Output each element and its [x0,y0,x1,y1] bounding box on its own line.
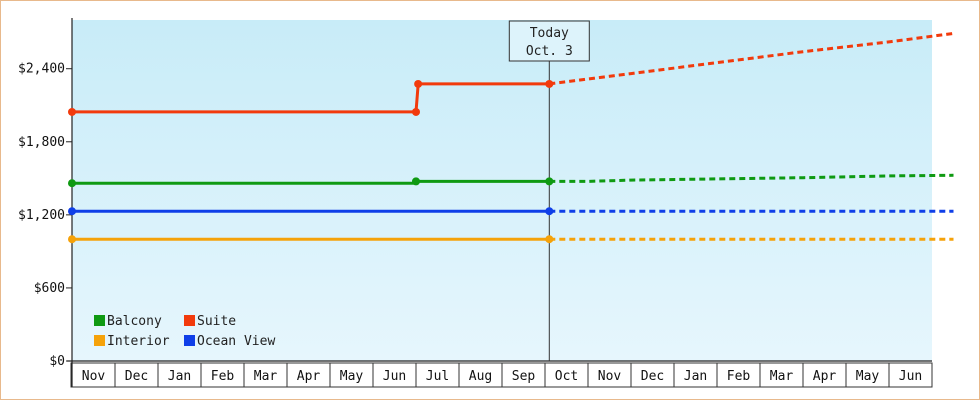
legend-swatch-interior [94,335,105,346]
legend-label-interior: Interior [107,334,170,349]
x-tick-label-apr: Apr [813,369,837,384]
series-balcony-point [545,177,554,186]
today-date: Oct. 3 [526,44,573,59]
x-tick-label-jul: Jul [426,369,449,384]
x-tick-label-may: May [856,369,880,384]
legend-swatch-ocean-view [184,335,195,346]
legend-swatch-suite [184,315,195,326]
legend-label-balcony: Balcony [107,314,162,329]
x-tick-label-jan: Jan [168,369,191,384]
legend-swatch-balcony [94,315,105,326]
series-interior-point [545,235,554,244]
series-suite-forecast-line [549,31,954,86]
x-tick-label-jun: Jun [383,369,406,384]
x-tick-label-jun: Jun [899,369,922,384]
series-suite-line [72,82,550,114]
y-tick-label-0: $0 [49,354,65,369]
x-tick-label-mar: Mar [770,369,794,384]
x-tick-label-nov: Nov [598,369,622,384]
series-balcony-point [412,177,420,186]
series-suite-point [412,107,420,116]
x-tick-label-nov: Nov [82,369,106,384]
today-label: Today [530,26,569,41]
legend-label-suite: Suite [197,314,236,329]
today-box [508,20,590,62]
x-tick-label-apr: Apr [297,369,321,384]
series-suite-point [545,79,554,88]
x-tick-label-feb: Feb [211,369,235,384]
y-tick-label-2-400: $2,400 [18,62,65,77]
y-tick-label-1-200: $1,200 [18,208,65,223]
x-tick-label-oct: Oct [555,369,578,384]
x-tick-label-mar: Mar [254,369,278,384]
x-tick-label-aug: Aug [469,369,492,384]
y-tick-label-1-800: $1,800 [18,135,65,150]
plot-background [72,20,932,361]
x-tick-label-may: May [340,369,364,384]
x-tick-label-dec: Dec [125,369,148,384]
x-tick-label-dec: Dec [641,369,664,384]
series-ocean-view-point [545,207,554,216]
series-suite-point [414,79,423,88]
x-tick-label-jan: Jan [684,369,707,384]
y-tick-label-600: $600 [34,281,65,296]
series-interior-point [68,235,76,244]
series-suite-point [68,107,76,116]
series-balcony-point [68,179,76,188]
x-tick-label-sep: Sep [512,369,536,384]
x-tick-label-feb: Feb [727,369,751,384]
series-ocean-view-point [68,207,76,216]
legend-label-ocean-view: Ocean View [197,334,275,349]
